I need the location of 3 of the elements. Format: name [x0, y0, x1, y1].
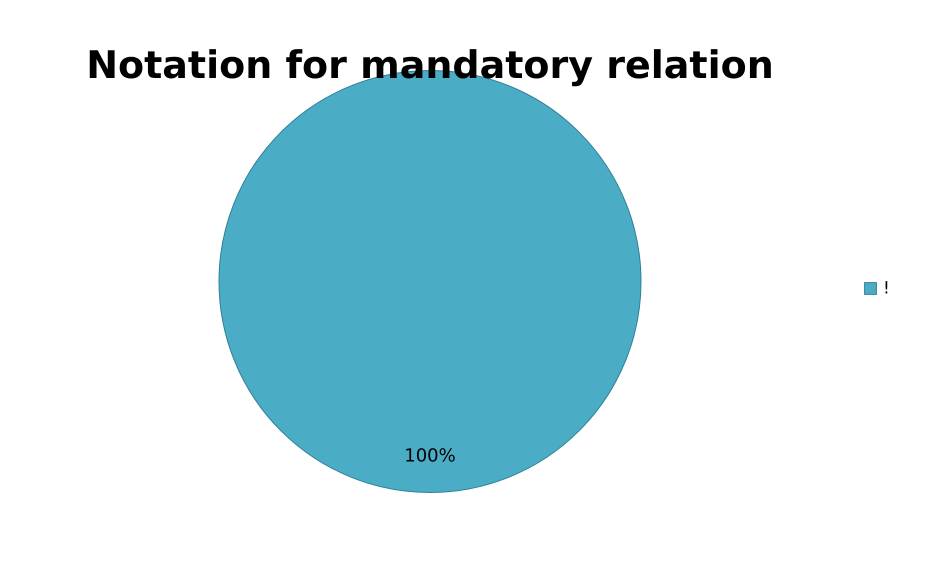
- legend-label: !: [883, 278, 890, 298]
- data-label: 100%: [404, 446, 456, 466]
- chart-title: Notation for mandatory relation: [86, 43, 774, 87]
